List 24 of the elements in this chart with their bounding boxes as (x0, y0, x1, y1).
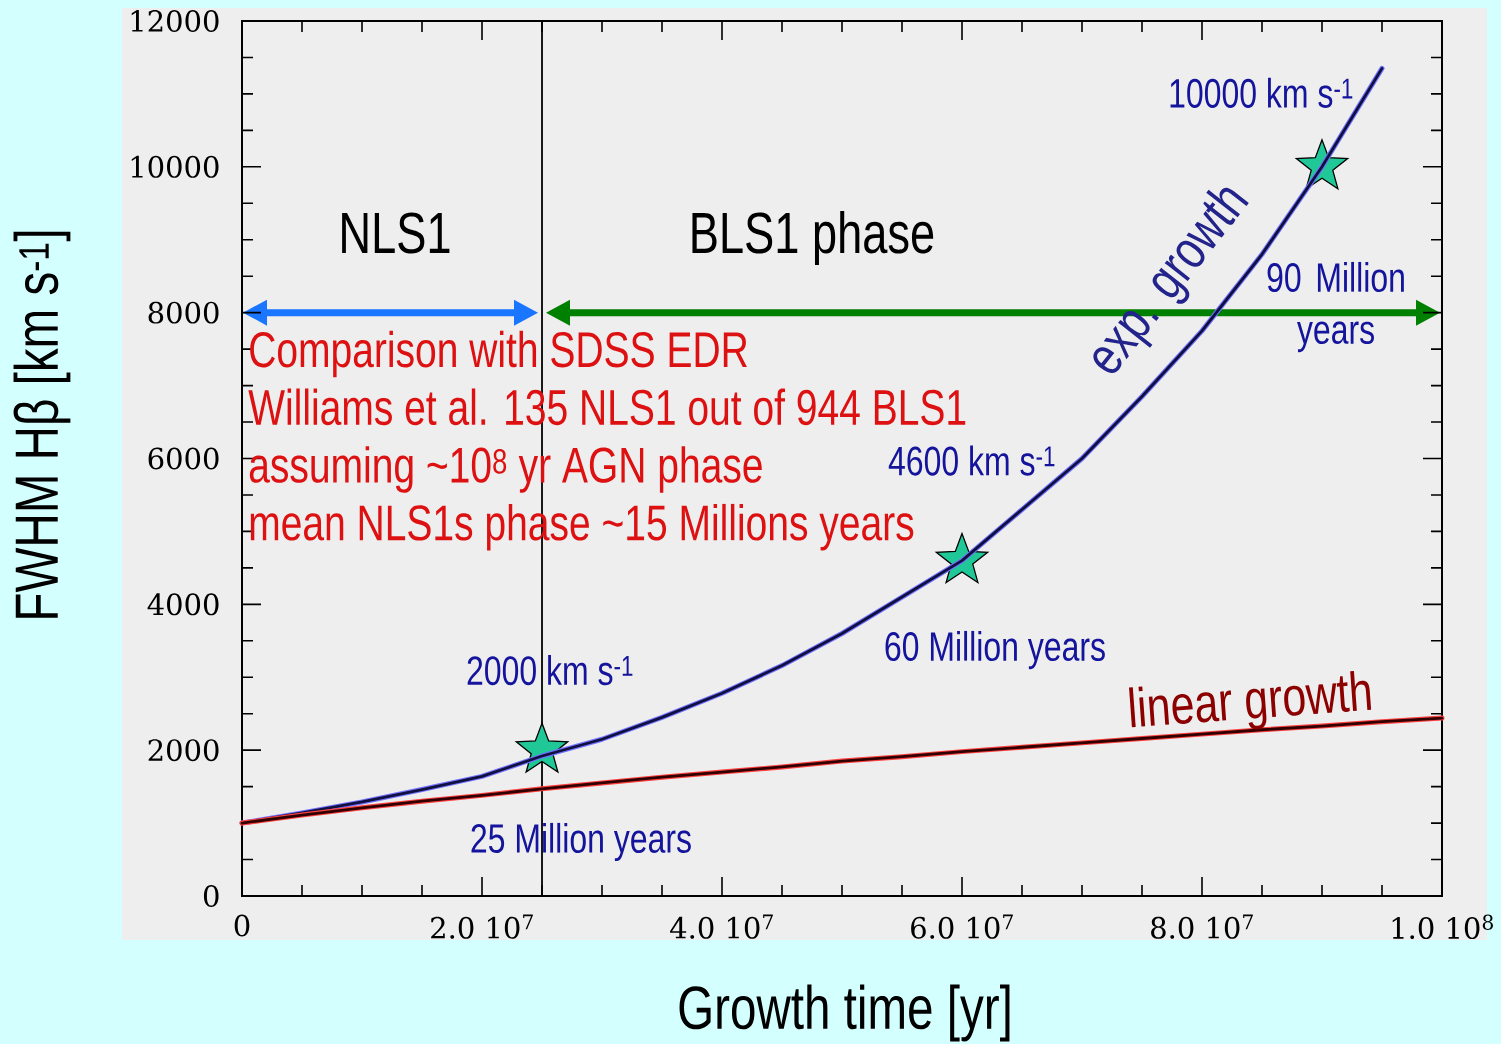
data-label: 4600 km s$^{-1}$ (888, 445, 1055, 476)
x-tick-label: 1.0 10$^{8}$ (1392, 914, 1493, 940)
y-tick-label: 10000 (131, 155, 219, 178)
annotation: NLS1 (342, 212, 450, 254)
y-tick-label: 2000 (148, 739, 219, 762)
data-label: 2000 km s$^{-1}$ (467, 655, 633, 686)
y-tick-label: 6000 (148, 447, 219, 470)
x-axis-title: Growth time [yr] (679, 984, 1010, 1042)
x-tick-label: 0 (234, 914, 250, 937)
y-tick-label: 8000 (148, 301, 219, 324)
data-label: 10000 km s$^{-1}$ (1170, 77, 1353, 108)
x-tick-label: 6.0 10$^{7}$ (911, 914, 1013, 939)
series-label: linear growth (1129, 671, 1372, 730)
annotation: 90 Million years (1267, 261, 1404, 353)
annotation: 60 Million years (885, 630, 1105, 670)
annotation: BLS1 phase (692, 210, 934, 265)
y-axis-title: FWHM Hβ [km s$^{-1}$] (13, 231, 71, 618)
x-tick-label: 2.0 10$^{7}$ (431, 914, 533, 939)
annotation: Comparison with SDSS EDR (250, 330, 747, 378)
y-tick-label: 12000 (131, 10, 219, 32)
x-tick-label: 8.0 10$^{7}$ (1151, 914, 1253, 939)
y-tick-label: 0 (203, 885, 219, 907)
x-tick-label: 4.0 10$^{7}$ (670, 914, 773, 939)
y-tick-label: 4000 (147, 593, 219, 616)
